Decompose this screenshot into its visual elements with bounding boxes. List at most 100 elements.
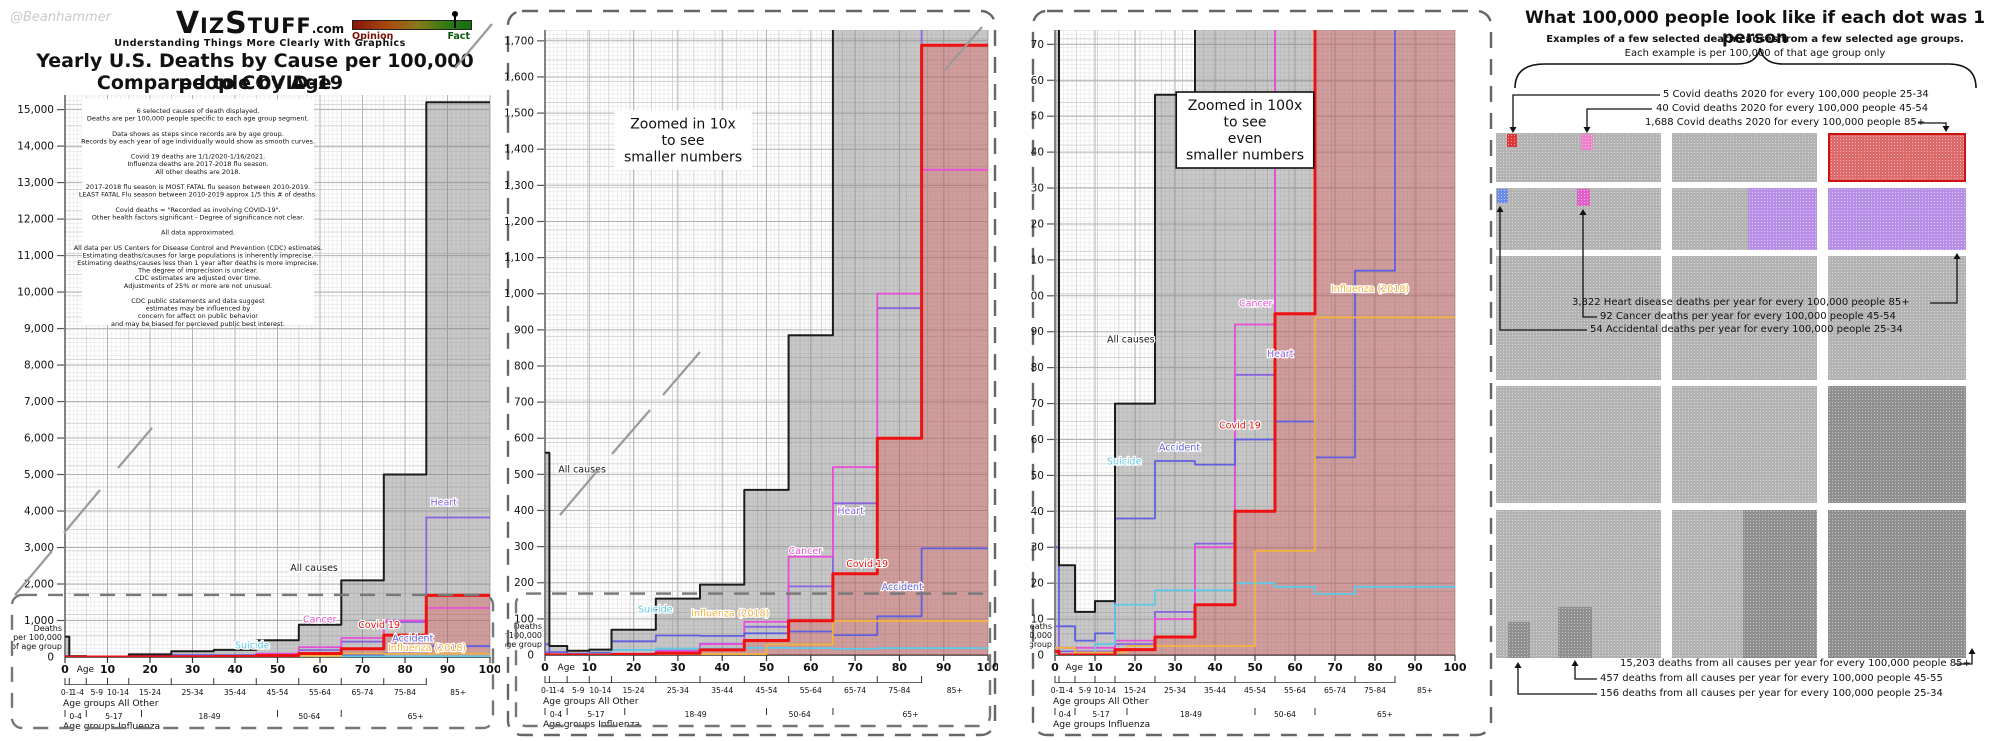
dot-block-r3c2: [1672, 256, 1817, 380]
svg-text:smaller numbers: smaller numbers: [624, 149, 742, 165]
chart-zoomed-100x: 1020304050607080901001101201301401501601…: [1030, 9, 1493, 737]
svg-text:90: 90: [1031, 326, 1044, 338]
svg-text:50-64: 50-64: [298, 712, 320, 721]
svg-text:50: 50: [1031, 470, 1044, 482]
svg-text:300: 300: [514, 541, 534, 553]
series-label-suicide: Suicide: [1107, 457, 1142, 468]
dot-panel-title: What 100,000 people look like if each do…: [1524, 8, 1986, 48]
svg-text:0-1: 0-1: [1051, 686, 1064, 695]
callout-covid-85: 1,688 Covid deaths 2020 for every 100,00…: [1645, 117, 1926, 128]
series-label-influenza: Influenza (2018): [1331, 284, 1409, 295]
series-fill-covid: [65, 595, 490, 657]
svg-text:500: 500: [514, 469, 534, 481]
svg-text:10-14: 10-14: [107, 688, 129, 697]
series-fill-covid: [1055, 30, 1455, 655]
svg-text:1,600: 1,600: [505, 71, 534, 83]
svg-text:Age groups All Other: Age groups All Other: [63, 698, 159, 709]
series-label-heart: Heart: [431, 498, 458, 509]
svg-text:of age group: of age group: [505, 640, 542, 649]
svg-text:10: 10: [582, 661, 598, 674]
series-label-all_causes: All causes: [290, 563, 338, 574]
callout-leader-line: [1512, 94, 1660, 128]
svg-text:70: 70: [1031, 398, 1044, 410]
svg-text:160: 160: [1030, 75, 1044, 87]
svg-text:65-74: 65-74: [1324, 686, 1346, 695]
svg-text:per 100,000: per 100,000: [505, 631, 542, 640]
zoom-region-box: [514, 592, 992, 728]
series-label-covid: Covid 19: [1219, 421, 1261, 432]
svg-text:even: even: [1228, 131, 1262, 147]
svg-text:Adjustments of 25% or more are: Adjustments of 25% or more are not unusu…: [124, 282, 272, 290]
age-groups-all-other-row: 0-11-4 5-9 10-14 15-24 25-34 35-44 45-54 55-64 6…: [61, 678, 466, 709]
svg-text:55-64: 55-64: [1284, 686, 1306, 695]
svg-text:18-49: 18-49: [1180, 710, 1202, 719]
svg-text:18-49: 18-49: [198, 712, 220, 721]
svg-text:100: 100: [479, 663, 500, 676]
svg-text:130: 130: [1030, 183, 1044, 195]
svg-text:65-74: 65-74: [351, 688, 373, 697]
series-line-covid: [545, 43, 988, 655]
dots-heart-deaths-85plus: [1828, 188, 1966, 250]
brand-letters-iz: IZ: [200, 14, 226, 38]
svg-text:5-9: 5-9: [572, 686, 585, 695]
series-line-covid: [1055, 30, 1317, 655]
dots-marker-accident-25-34: [1497, 189, 1508, 203]
series-fill-all_causes: [65, 102, 490, 657]
svg-text:100: 100: [514, 613, 534, 625]
svg-text:Age groups Influenza: Age groups Influenza: [63, 721, 160, 732]
svg-text:140: 140: [1030, 147, 1044, 159]
svg-text:1,200: 1,200: [505, 216, 534, 228]
series-label-all_causes: All causes: [558, 465, 606, 476]
svg-text:Age groups Influenza: Age groups Influenza: [1053, 719, 1150, 730]
series-label-accident: Accident: [392, 633, 433, 644]
callout-accident-25-34: 54 Accidental deaths per year for every …: [1590, 324, 1903, 335]
brand-letter-s: S: [225, 6, 248, 41]
svg-text:9,000: 9,000: [24, 323, 54, 335]
series-label-heart: Heart: [1267, 349, 1294, 360]
series-line-accident: [1055, 30, 1396, 642]
series-label-suicide: Suicide: [638, 604, 673, 615]
meter-fact-label: Fact: [447, 31, 470, 42]
svg-text:Covid 19 deaths are 1/1/2020-1: Covid 19 deaths are 1/1/2020-1/16/2021.: [131, 153, 265, 161]
zoom-box-border: [1031, 9, 1493, 737]
age-groups-all-other-row: 0-11-4 5-9 10-14 15-24 25-34 35-44 45-54 55-64 6…: [1051, 676, 1433, 707]
svg-text:15-24: 15-24: [1124, 686, 1146, 695]
dot-block-r4c1: [1496, 386, 1661, 503]
callout-arrowhead-icon: [1968, 648, 1976, 654]
series-line-all_causes: [545, 30, 834, 652]
svg-text:65+: 65+: [1377, 710, 1393, 719]
svg-text:of age group: of age group: [1030, 640, 1052, 649]
svg-text:CDC estimates are adjusted ove: CDC estimates are adjusted over time.: [135, 274, 261, 282]
svg-text:20: 20: [142, 663, 158, 676]
callout-all-causes-85: 15,203 deaths from all causes per year f…: [1620, 658, 1971, 669]
svg-text:Influenza deaths are 2017-2018: Influenza deaths are 2017-2018 flu seaso…: [127, 160, 268, 168]
age-groups-all-other-row: 0-11-4 5-9 10-14 15-24 25-34 35-44 45-54 55-64 6…: [541, 676, 963, 707]
dot-panel-subtitle2: Each example is per 100,000 of that age …: [1624, 48, 1886, 59]
svg-text:35-44: 35-44: [1204, 686, 1226, 695]
svg-text:800: 800: [514, 360, 534, 372]
svg-text:Covid deaths = "Recorded as in: Covid deaths = "Recorded as involving CO…: [115, 206, 280, 214]
meter-needle-icon: [453, 14, 456, 28]
svg-text:3,000: 3,000: [24, 542, 54, 554]
svg-text:Records by each year of age in: Records by each year of age individually…: [81, 137, 315, 145]
svg-text:1,300: 1,300: [505, 180, 534, 192]
svg-text:10-14: 10-14: [1094, 686, 1116, 695]
brand-letters-tuff: TUFF: [247, 14, 312, 38]
svg-text:0-4: 0-4: [1059, 710, 1072, 719]
series-label-cancer: Cancer: [789, 546, 823, 557]
series-label-all_causes: All causes: [1107, 335, 1155, 346]
series-label-suicide: Suicide: [235, 641, 270, 652]
svg-text:1,400: 1,400: [505, 144, 534, 156]
svg-text:1,100: 1,100: [505, 252, 534, 264]
svg-text:and may be biased for percieve: and may be biased for percieved public b…: [111, 320, 285, 328]
svg-text:10: 10: [1031, 614, 1044, 626]
callout-arrowhead-icon: [1942, 126, 1950, 132]
svg-text:15,000: 15,000: [17, 104, 54, 116]
dots-all-causes-45-55: [1558, 607, 1592, 658]
callout-all-causes-45-55: 457 deaths from all causes per year for …: [1600, 673, 1943, 684]
svg-text:1-4: 1-4: [72, 688, 85, 697]
svg-text:100: 100: [1030, 290, 1044, 302]
notes-box: [82, 99, 314, 325]
svg-text:6,000: 6,000: [24, 433, 54, 445]
